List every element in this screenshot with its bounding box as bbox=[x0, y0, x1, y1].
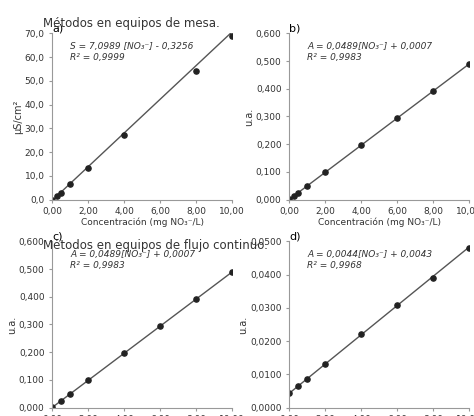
Text: b): b) bbox=[289, 23, 301, 33]
Y-axis label: u.a.: u.a. bbox=[238, 315, 248, 334]
Point bbox=[465, 60, 473, 67]
Point bbox=[192, 296, 200, 302]
X-axis label: Concentración (mg NO₃⁻/L): Concentración (mg NO₃⁻/L) bbox=[318, 218, 441, 227]
Text: A = 0,0489[NO₃⁻] + 0,0007
R² = 0,9983: A = 0,0489[NO₃⁻] + 0,0007 R² = 0,9983 bbox=[307, 42, 432, 62]
Point bbox=[53, 193, 61, 200]
Point bbox=[321, 169, 329, 176]
Point bbox=[294, 189, 302, 196]
Point bbox=[57, 189, 65, 196]
Point bbox=[84, 164, 92, 171]
Y-axis label: μS/cm²: μS/cm² bbox=[13, 99, 23, 134]
Text: a): a) bbox=[52, 23, 64, 33]
Point bbox=[156, 323, 164, 329]
Point bbox=[192, 68, 200, 74]
Point bbox=[120, 132, 128, 139]
Text: c): c) bbox=[52, 231, 63, 241]
Point bbox=[228, 33, 236, 40]
Y-axis label: u.a.: u.a. bbox=[8, 315, 18, 334]
Text: S = 7,0989 [NO₃⁻] - 0,3256
R² = 0,9999: S = 7,0989 [NO₃⁻] - 0,3256 R² = 0,9999 bbox=[70, 42, 193, 62]
Point bbox=[57, 397, 65, 404]
Point bbox=[303, 183, 311, 189]
Point bbox=[84, 377, 92, 384]
Point bbox=[465, 245, 473, 251]
Point bbox=[393, 115, 401, 121]
X-axis label: Concentración (mg NO₃⁻/L): Concentración (mg NO₃⁻/L) bbox=[81, 218, 204, 227]
Point bbox=[429, 88, 437, 94]
Point bbox=[303, 375, 311, 382]
Point bbox=[285, 390, 293, 397]
Text: Métodos en equipos de mesa.: Métodos en equipos de mesa. bbox=[43, 17, 219, 30]
Point bbox=[321, 361, 329, 368]
Point bbox=[357, 142, 365, 149]
Text: Métodos en equipos de flujo continuo.: Métodos en equipos de flujo continuo. bbox=[43, 239, 267, 252]
Point bbox=[120, 350, 128, 357]
Point bbox=[285, 196, 293, 203]
Point bbox=[294, 383, 302, 389]
Point bbox=[393, 301, 401, 308]
Y-axis label: u.a.: u.a. bbox=[245, 107, 255, 126]
Point bbox=[290, 193, 298, 199]
Point bbox=[48, 196, 56, 203]
Text: A = 0,0044[NO₃⁻] + 0,0043
R² = 0,9968: A = 0,0044[NO₃⁻] + 0,0043 R² = 0,9968 bbox=[307, 250, 432, 270]
Point bbox=[66, 391, 74, 397]
Text: d): d) bbox=[289, 231, 301, 241]
Point bbox=[48, 404, 56, 411]
Point bbox=[429, 275, 437, 281]
Point bbox=[357, 331, 365, 338]
Text: A = 0,0489[NO₃⁻] + 0,0007
R² = 0,9983: A = 0,0489[NO₃⁻] + 0,0007 R² = 0,9983 bbox=[70, 250, 195, 270]
Point bbox=[66, 181, 74, 187]
Point bbox=[228, 268, 236, 275]
